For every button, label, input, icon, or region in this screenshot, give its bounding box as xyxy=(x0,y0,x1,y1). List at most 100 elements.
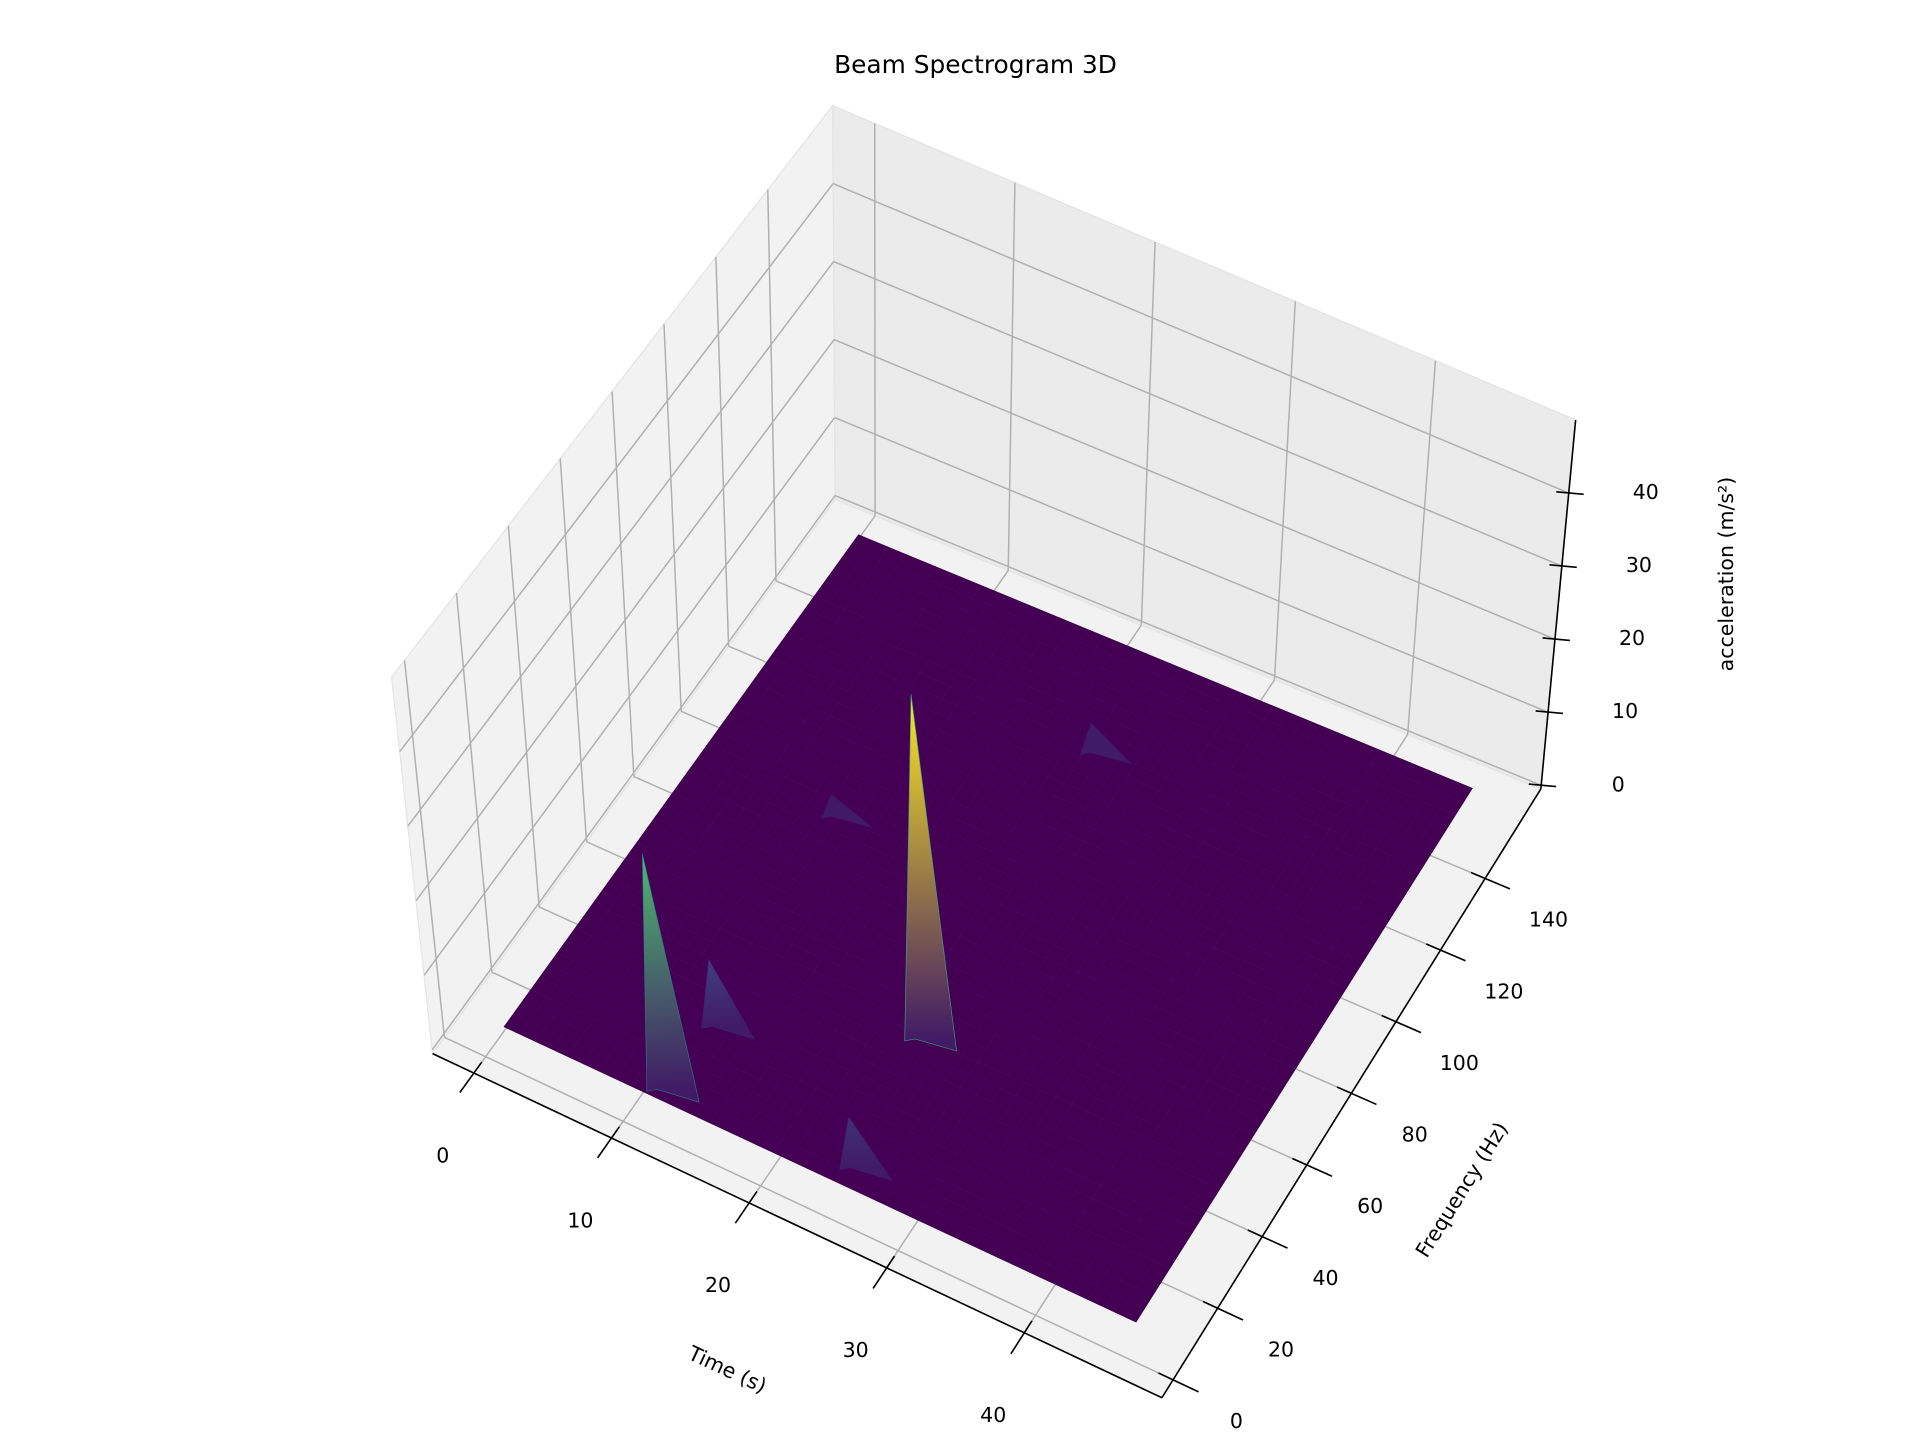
surface-mesh xyxy=(993,731,1335,1256)
chart-title: Beam Spectrogram 3D xyxy=(834,50,1117,79)
peak xyxy=(904,694,957,1052)
y-tick xyxy=(1292,1157,1333,1178)
y-tick xyxy=(1202,1300,1244,1321)
grid-line xyxy=(455,593,493,973)
surface-mesh xyxy=(831,571,1448,829)
surface-mesh xyxy=(716,731,1338,1002)
z-tick xyxy=(1528,783,1557,788)
y-tick xyxy=(1336,1086,1377,1106)
grid-line xyxy=(767,189,777,581)
surface-mesh xyxy=(1056,756,1396,1286)
grid-line xyxy=(507,525,540,907)
z-tick-label: 20 xyxy=(1619,626,1645,650)
surface-mesh xyxy=(840,559,1456,816)
surface-mesh xyxy=(1009,737,1350,1264)
x-tick-label: 10 xyxy=(567,1208,593,1232)
grid-line xyxy=(832,182,1570,494)
y-tick xyxy=(1158,1372,1199,1393)
surface-mesh xyxy=(1072,762,1412,1293)
x-tick xyxy=(459,1061,483,1094)
peak xyxy=(1079,722,1133,765)
y-tick-label: 120 xyxy=(1484,979,1523,1003)
grid-line xyxy=(834,416,1549,713)
surface-mesh xyxy=(962,718,1304,1241)
z-tick xyxy=(1549,564,1577,569)
surface xyxy=(503,534,1473,1323)
x-tick-label: 0 xyxy=(436,1143,449,1167)
peak xyxy=(701,958,755,1040)
grid-line xyxy=(559,458,588,842)
surface-mesh xyxy=(823,583,1439,842)
z-tick-label: 10 xyxy=(1612,699,1638,723)
grid-line xyxy=(833,338,1556,640)
grid-line xyxy=(399,183,834,753)
surface-mesh xyxy=(1088,769,1427,1300)
surface-mesh xyxy=(699,756,1322,1029)
y-tick xyxy=(1247,1229,1288,1249)
surface-mesh xyxy=(814,596,1431,856)
y-tick-label: 80 xyxy=(1402,1123,1428,1147)
z-tick-label: 40 xyxy=(1633,480,1659,504)
grid-line xyxy=(1007,182,1016,571)
grid-line xyxy=(1406,360,1437,735)
grid-line xyxy=(611,391,635,777)
z-tick-label: 30 xyxy=(1626,553,1652,577)
grid-line xyxy=(663,324,682,712)
surface-mesh xyxy=(977,724,1319,1249)
surface-mesh xyxy=(725,719,1347,989)
surface-mesh xyxy=(734,706,1355,976)
surface-mesh xyxy=(778,645,1397,909)
peak xyxy=(641,853,700,1103)
surface-mesh xyxy=(1120,781,1458,1315)
z-tick xyxy=(1542,637,1570,642)
grid-line xyxy=(444,1036,1174,1381)
grid-line xyxy=(431,495,836,1051)
grid-line xyxy=(407,261,835,827)
x-tick xyxy=(1010,1320,1033,1355)
y-tick-label: 60 xyxy=(1357,1194,1383,1218)
y-tick xyxy=(1470,871,1511,890)
grid-line xyxy=(833,260,1563,567)
surface-mesh xyxy=(707,743,1330,1016)
surface-mesh xyxy=(914,699,1258,1219)
grid-line xyxy=(1140,241,1156,626)
y-tick-label: 40 xyxy=(1313,1266,1339,1290)
grid-line xyxy=(834,494,1542,786)
surface-mesh xyxy=(769,657,1389,922)
x-tick-label: 30 xyxy=(843,1338,869,1362)
grid-line xyxy=(715,256,730,647)
surface-mesh xyxy=(851,674,1197,1190)
peak xyxy=(820,793,874,829)
surface-mesh xyxy=(898,693,1243,1212)
surface-mesh xyxy=(835,667,1181,1182)
y-tick xyxy=(1425,943,1466,962)
surface-mesh xyxy=(681,780,1305,1056)
y-tick-label: 20 xyxy=(1268,1337,1294,1361)
y-tick xyxy=(1381,1014,1422,1034)
x-tick-label: 20 xyxy=(705,1273,731,1297)
z-tick xyxy=(1535,710,1564,715)
grid-line xyxy=(403,660,446,1038)
peak xyxy=(839,1116,893,1181)
z-axis-label: acceleration (m/s²) xyxy=(1714,477,1738,672)
surface-mesh xyxy=(1104,775,1442,1308)
z-tick xyxy=(1556,490,1584,496)
z-axis xyxy=(1540,419,1577,790)
surface-mesh xyxy=(761,669,1380,936)
surface-mesh xyxy=(1041,750,1381,1278)
x-axis xyxy=(432,1052,1163,1399)
surface-mesh xyxy=(805,608,1422,869)
surface-mesh xyxy=(743,694,1364,962)
surface-mesh xyxy=(787,633,1406,896)
y-tick-label: 140 xyxy=(1529,908,1568,932)
x-tick xyxy=(734,1190,758,1224)
x-tick xyxy=(872,1255,896,1289)
x-tick xyxy=(596,1126,621,1159)
surface-mesh xyxy=(690,768,1313,1043)
surface-mesh xyxy=(883,686,1227,1205)
surface-mesh xyxy=(946,712,1289,1234)
y-tick-label: 0 xyxy=(1230,1409,1243,1433)
surface-mesh xyxy=(867,680,1212,1197)
z-tick-label: 0 xyxy=(1612,772,1625,796)
